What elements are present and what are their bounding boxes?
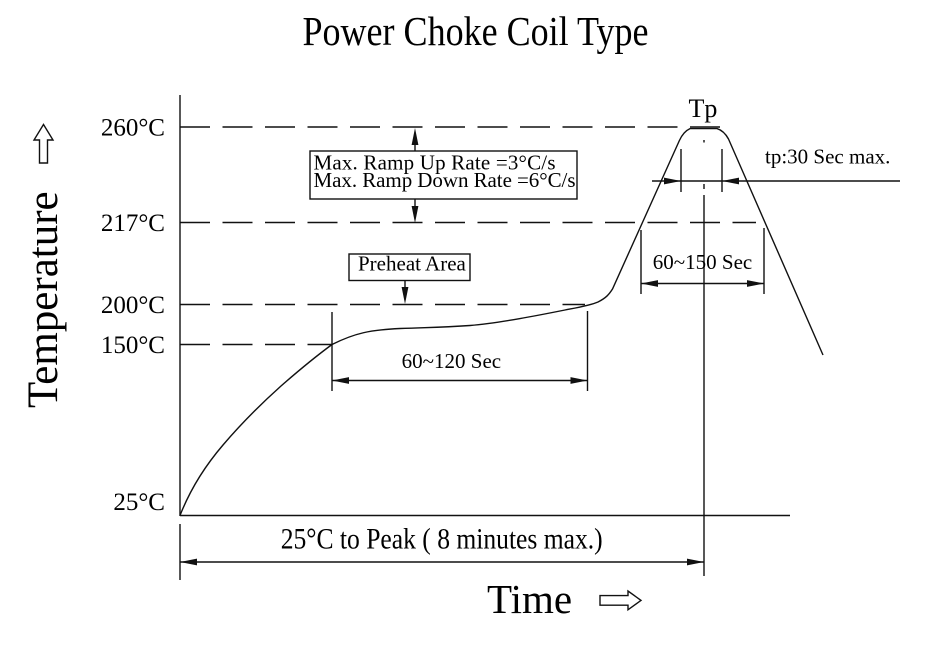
svg-text:Max. Ramp Up Rate =3°C/s: Max. Ramp Up Rate =3°C/s xyxy=(314,150,556,174)
svg-text:150°C: 150°C xyxy=(101,332,165,359)
svg-text:25°C to Peak ( 8 minutes max.): 25°C to Peak ( 8 minutes max.) xyxy=(281,523,603,556)
svg-text:tp:30 Sec max.: tp:30 Sec max. xyxy=(765,145,890,169)
svg-text:60~120 Sec: 60~120 Sec xyxy=(402,349,501,373)
svg-text:Power Choke Coil Type: Power Choke Coil Type xyxy=(303,8,649,54)
svg-text:Preheat Area: Preheat Area xyxy=(358,252,467,276)
svg-text:Temperature: Temperature xyxy=(20,191,67,408)
svg-text:200°C: 200°C xyxy=(101,292,165,319)
svg-text:60~150 Sec: 60~150 Sec xyxy=(653,250,752,274)
svg-text:260°C: 260°C xyxy=(101,115,165,142)
svg-text:217°C: 217°C xyxy=(101,210,165,237)
svg-text:Time: Time xyxy=(487,576,572,622)
svg-text:Max. Ramp Down Rate =6°C/s: Max. Ramp Down Rate =6°C/s xyxy=(314,168,576,192)
svg-text:Tp: Tp xyxy=(689,94,718,123)
svg-text:25°C: 25°C xyxy=(113,489,165,516)
